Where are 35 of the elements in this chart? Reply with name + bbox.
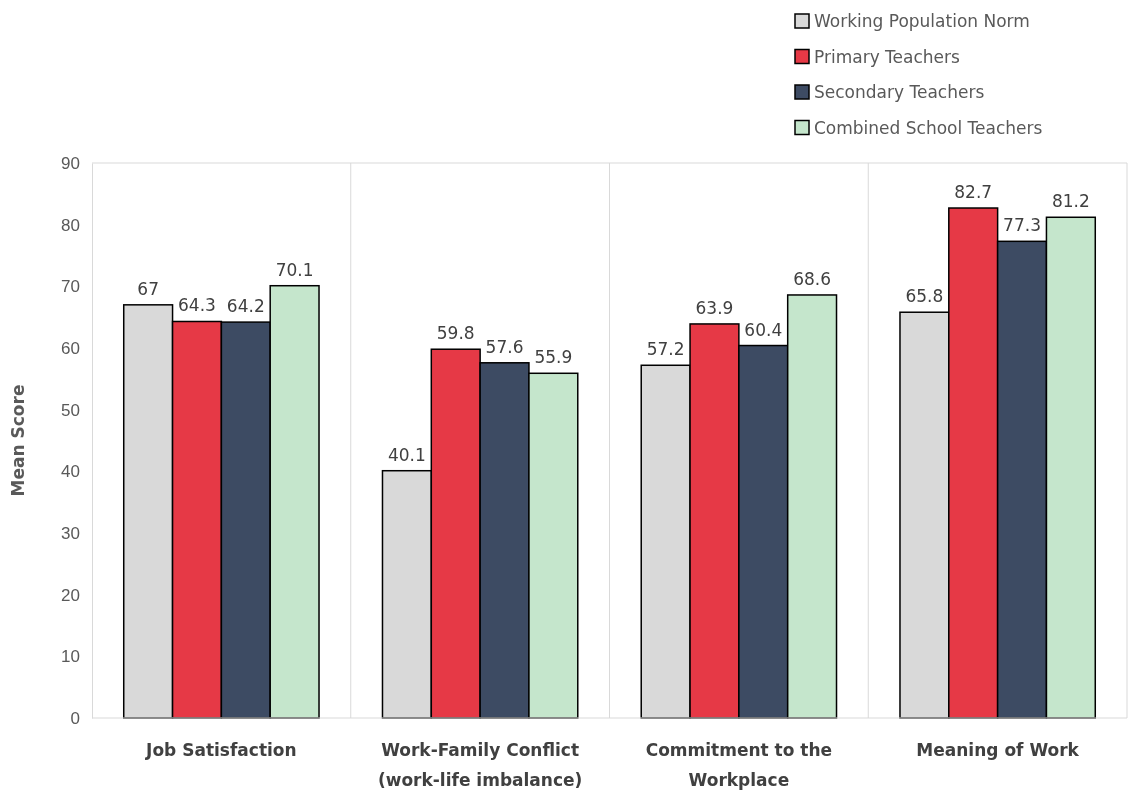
x-tick-label: Job Satisfaction (145, 740, 297, 760)
x-tick-label: Meaning of Work (916, 740, 1080, 760)
data-label: 64.2 (226, 296, 265, 317)
legend-label: Working Population Norm (814, 11, 1030, 31)
data-label: 57.2 (646, 339, 685, 360)
y-tick-label: 30 (61, 523, 80, 543)
data-label: 63.9 (695, 297, 734, 318)
data-label: 55.9 (534, 347, 573, 368)
data-label: 40.1 (387, 444, 426, 465)
y-tick-label: 0 (70, 708, 80, 728)
data-label: 65.8 (905, 286, 944, 307)
data-label: 70.1 (275, 259, 314, 280)
legend-label: Combined School Teachers (814, 117, 1043, 138)
data-label: 77.3 (1003, 215, 1041, 236)
data-label: 68.6 (793, 268, 832, 289)
y-tick-label: 90 (61, 153, 80, 173)
data-label: 60.4 (744, 319, 783, 340)
y-tick-label: 80 (61, 215, 80, 235)
x-tick-label: Work-Family Conflict (work-life imbalance) (377, 740, 583, 790)
data-label: 64.3 (178, 295, 216, 316)
data-label: 82.7 (954, 182, 993, 203)
x-tick-label: Commitment to the Workplace (645, 740, 833, 790)
data-label: 67 (137, 278, 159, 299)
data-label: 57.6 (485, 336, 524, 357)
y-tick-label: 10 (61, 647, 80, 667)
y-tick-label: 40 (61, 462, 80, 482)
y-axis-title: Mean Score (8, 384, 28, 497)
y-tick-label: 70 (61, 277, 80, 297)
legend-label: Primary Teachers (814, 46, 961, 67)
data-label: 81.2 (1051, 191, 1090, 212)
y-tick-label: 50 (61, 400, 80, 420)
y-tick-label: 20 (61, 585, 80, 605)
data-label: 59.8 (436, 323, 475, 344)
y-tick-label: 60 (61, 338, 80, 358)
legend-label: Secondary Teachers (814, 82, 985, 102)
